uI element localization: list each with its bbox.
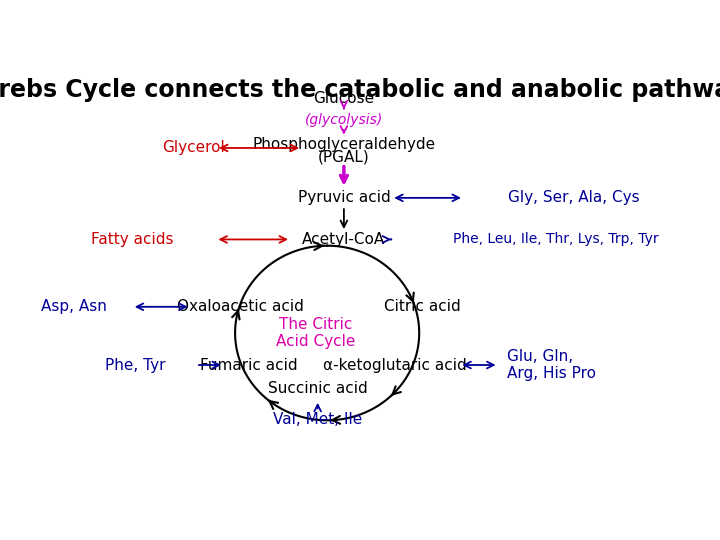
Text: Oxaloacetic acid: Oxaloacetic acid: [177, 299, 304, 314]
Text: α-ketoglutaric acid: α-ketoglutaric acid: [323, 357, 467, 373]
Text: Val, Met, Ile: Val, Met, Ile: [273, 412, 362, 427]
Text: Pyruvic acid: Pyruvic acid: [297, 191, 390, 205]
Text: Asp, Asn: Asp, Asn: [41, 299, 107, 314]
Text: Phosphoglyceraldehyde: Phosphoglyceraldehyde: [252, 137, 436, 152]
Text: Glu, Gln,
Arg, His Pro: Glu, Gln, Arg, His Pro: [507, 349, 596, 381]
Text: Succinic acid: Succinic acid: [268, 381, 367, 396]
Text: Acetyl-CoA: Acetyl-CoA: [302, 232, 385, 247]
Text: Citric acid: Citric acid: [384, 299, 460, 314]
Text: Gly, Ser, Ala, Cys: Gly, Ser, Ala, Cys: [508, 191, 640, 205]
Text: (PGAL): (PGAL): [318, 150, 370, 165]
Text: (glycolysis): (glycolysis): [305, 113, 383, 127]
Text: The Citric
Acid Cycle: The Citric Acid Cycle: [276, 317, 356, 349]
Text: Krebs Cycle connects the catabolic and anabolic pathways: Krebs Cycle connects the catabolic and a…: [0, 78, 720, 102]
Text: Phe, Leu, Ile, Thr, Lys, Trp, Tyr: Phe, Leu, Ile, Thr, Lys, Trp, Tyr: [453, 232, 658, 246]
Text: Phe, Tyr: Phe, Tyr: [105, 357, 166, 373]
Text: Fatty acids: Fatty acids: [91, 232, 174, 247]
Text: Fumaric acid: Fumaric acid: [200, 357, 298, 373]
Text: Glucose: Glucose: [313, 91, 374, 105]
Text: Glycerol: Glycerol: [163, 140, 225, 156]
